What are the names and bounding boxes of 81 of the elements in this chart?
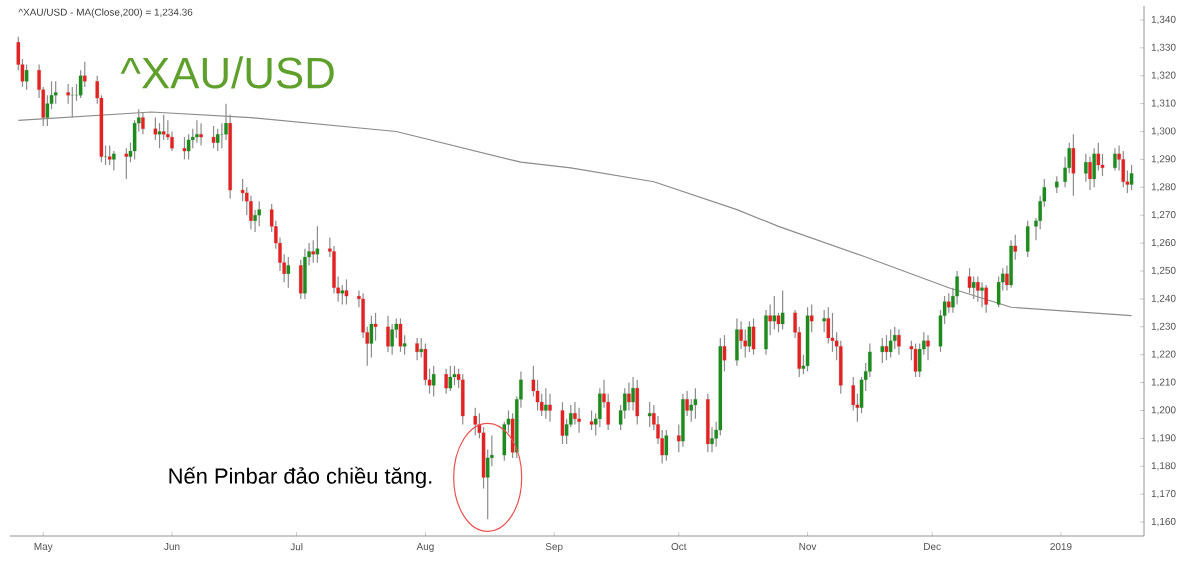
candlestick	[548, 393, 552, 423]
candlestick	[573, 401, 577, 426]
candlestick	[431, 365, 436, 398]
candlestick	[53, 80, 58, 105]
annotation: Nến Pinbar đảo chiều tăng.	[169, 466, 432, 489]
candlestick	[1113, 147, 1117, 172]
candlestick	[598, 387, 602, 428]
candlestick	[452, 365, 457, 386]
candlestick	[1121, 150, 1126, 188]
candlestick	[647, 401, 652, 428]
candlestick	[971, 275, 976, 300]
candlestick	[893, 326, 897, 350]
candlestick	[1088, 156, 1092, 191]
candlestick	[897, 328, 901, 356]
candlestick	[78, 69, 83, 99]
text: ^XAU/USD	[120, 56, 334, 89]
candlestick	[186, 133, 191, 161]
candlestick	[1009, 239, 1013, 289]
candlestick	[157, 122, 162, 149]
candlestick	[249, 195, 253, 230]
candlestick	[955, 270, 959, 306]
candlestick	[386, 315, 390, 353]
candlestick	[751, 317, 756, 356]
candlestick	[589, 409, 594, 431]
candlestick	[627, 381, 631, 412]
candlestick	[315, 225, 320, 264]
candlestick	[1071, 133, 1076, 197]
candlestick	[780, 289, 785, 331]
candlestick	[884, 334, 889, 361]
candlestick	[735, 317, 739, 367]
candlestick	[24, 63, 29, 91]
candlestick	[332, 245, 336, 294]
candlestick	[980, 281, 984, 308]
candlestick	[888, 328, 893, 359]
candlestick	[448, 365, 453, 392]
candlestick	[706, 393, 710, 453]
candlestick	[1084, 153, 1088, 183]
candlestick	[693, 387, 698, 420]
candlestick	[664, 429, 669, 462]
candlestick	[826, 306, 831, 345]
candlestick	[473, 407, 477, 437]
candlestick	[369, 315, 374, 359]
candlestick	[830, 312, 835, 353]
candlestick	[1092, 147, 1096, 188]
candlestick	[340, 284, 345, 306]
candlestick	[976, 275, 980, 303]
candlestick	[303, 248, 307, 300]
candlestick	[839, 340, 843, 395]
candlestick	[743, 328, 748, 359]
candlestick	[415, 337, 419, 361]
candlestick	[153, 116, 158, 141]
candlestick	[967, 267, 972, 294]
candlestick	[199, 122, 203, 147]
candlestick	[195, 119, 199, 144]
candlestick	[1129, 164, 1134, 191]
candlestick	[747, 320, 752, 353]
candlestick	[926, 334, 930, 361]
candlestick	[681, 393, 685, 448]
candlestick	[461, 373, 465, 426]
candlestick	[444, 368, 448, 395]
candlestick	[211, 125, 216, 149]
candlestick	[390, 323, 394, 356]
candlestick	[635, 379, 639, 426]
candlestick	[772, 295, 777, 331]
candlestick	[257, 200, 261, 227]
candlestick	[764, 309, 768, 356]
candlestick	[182, 136, 187, 161]
candlestick	[544, 387, 548, 420]
candlestick	[560, 401, 565, 445]
candlestick	[423, 342, 428, 386]
candlestick	[124, 147, 129, 180]
candlestick	[286, 256, 291, 289]
candlestick	[577, 407, 581, 434]
candlestick	[1025, 220, 1030, 258]
candlestick	[996, 275, 1001, 308]
candlestick	[344, 278, 349, 306]
candlestick	[112, 150, 116, 172]
candlestick	[913, 342, 918, 378]
candlestick	[398, 317, 403, 353]
candlestick	[215, 128, 220, 152]
candlestick	[880, 337, 885, 364]
